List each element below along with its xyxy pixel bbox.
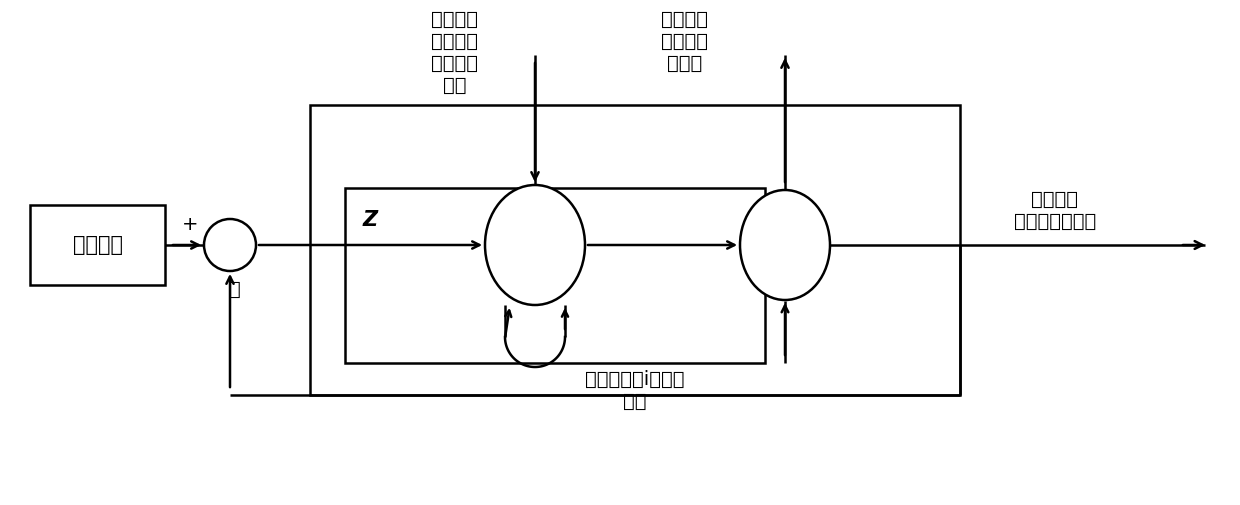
Circle shape	[205, 219, 255, 271]
FancyBboxPatch shape	[310, 105, 960, 395]
Text: +: +	[182, 216, 198, 234]
Text: 其它机器
人及障碍
物的扩散
信息: 其它机器 人及障碍 物的扩散 信息	[432, 10, 479, 95]
Ellipse shape	[485, 185, 585, 305]
Text: 系统输出
（机器人位置）: 系统输出 （机器人位置）	[1014, 189, 1096, 230]
FancyBboxPatch shape	[345, 188, 765, 363]
Text: －: －	[229, 279, 241, 298]
Text: 扩散至其
它机器人
的信息: 扩散至其 它机器人 的信息	[661, 10, 708, 73]
Ellipse shape	[740, 190, 830, 300]
Text: 单个机器人i的控制
系统: 单个机器人i的控制 系统	[585, 370, 684, 411]
Text: P: P	[526, 233, 543, 257]
Text: G: G	[775, 233, 795, 257]
FancyBboxPatch shape	[30, 205, 165, 285]
Text: 集群目标: 集群目标	[72, 235, 123, 255]
Text: Z: Z	[363, 210, 378, 230]
